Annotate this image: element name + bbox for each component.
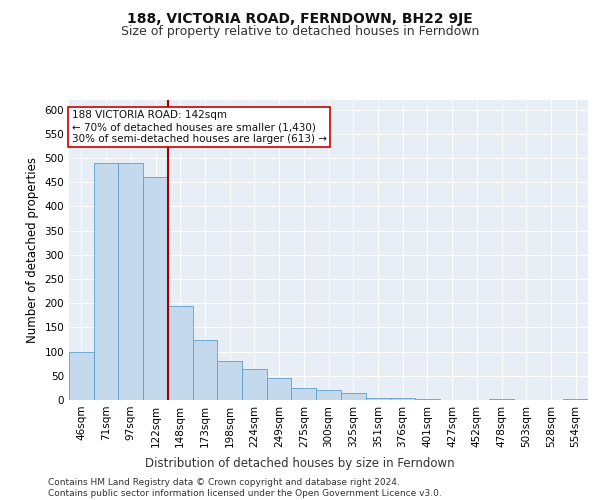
Text: Contains HM Land Registry data © Crown copyright and database right 2024.
Contai: Contains HM Land Registry data © Crown c… [48, 478, 442, 498]
Text: 188, VICTORIA ROAD, FERNDOWN, BH22 9JE: 188, VICTORIA ROAD, FERNDOWN, BH22 9JE [127, 12, 473, 26]
Text: Distribution of detached houses by size in Ferndown: Distribution of detached houses by size … [145, 458, 455, 470]
Bar [316, 390, 341, 400]
Bar [292, 388, 316, 400]
Bar [267, 378, 292, 400]
Bar [390, 398, 415, 400]
Bar [168, 306, 193, 400]
Bar [341, 392, 365, 400]
Bar [143, 178, 168, 400]
Y-axis label: Number of detached properties: Number of detached properties [26, 157, 39, 343]
Bar [69, 352, 94, 400]
Bar [193, 340, 217, 400]
Bar [118, 163, 143, 400]
Bar [217, 362, 242, 400]
Bar [415, 398, 440, 400]
Bar [563, 398, 588, 400]
Text: 188 VICTORIA ROAD: 142sqm
← 70% of detached houses are smaller (1,430)
30% of se: 188 VICTORIA ROAD: 142sqm ← 70% of detac… [71, 110, 326, 144]
Text: Size of property relative to detached houses in Ferndown: Size of property relative to detached ho… [121, 25, 479, 38]
Bar [489, 398, 514, 400]
Bar [94, 163, 118, 400]
Bar [365, 398, 390, 400]
Bar [242, 368, 267, 400]
